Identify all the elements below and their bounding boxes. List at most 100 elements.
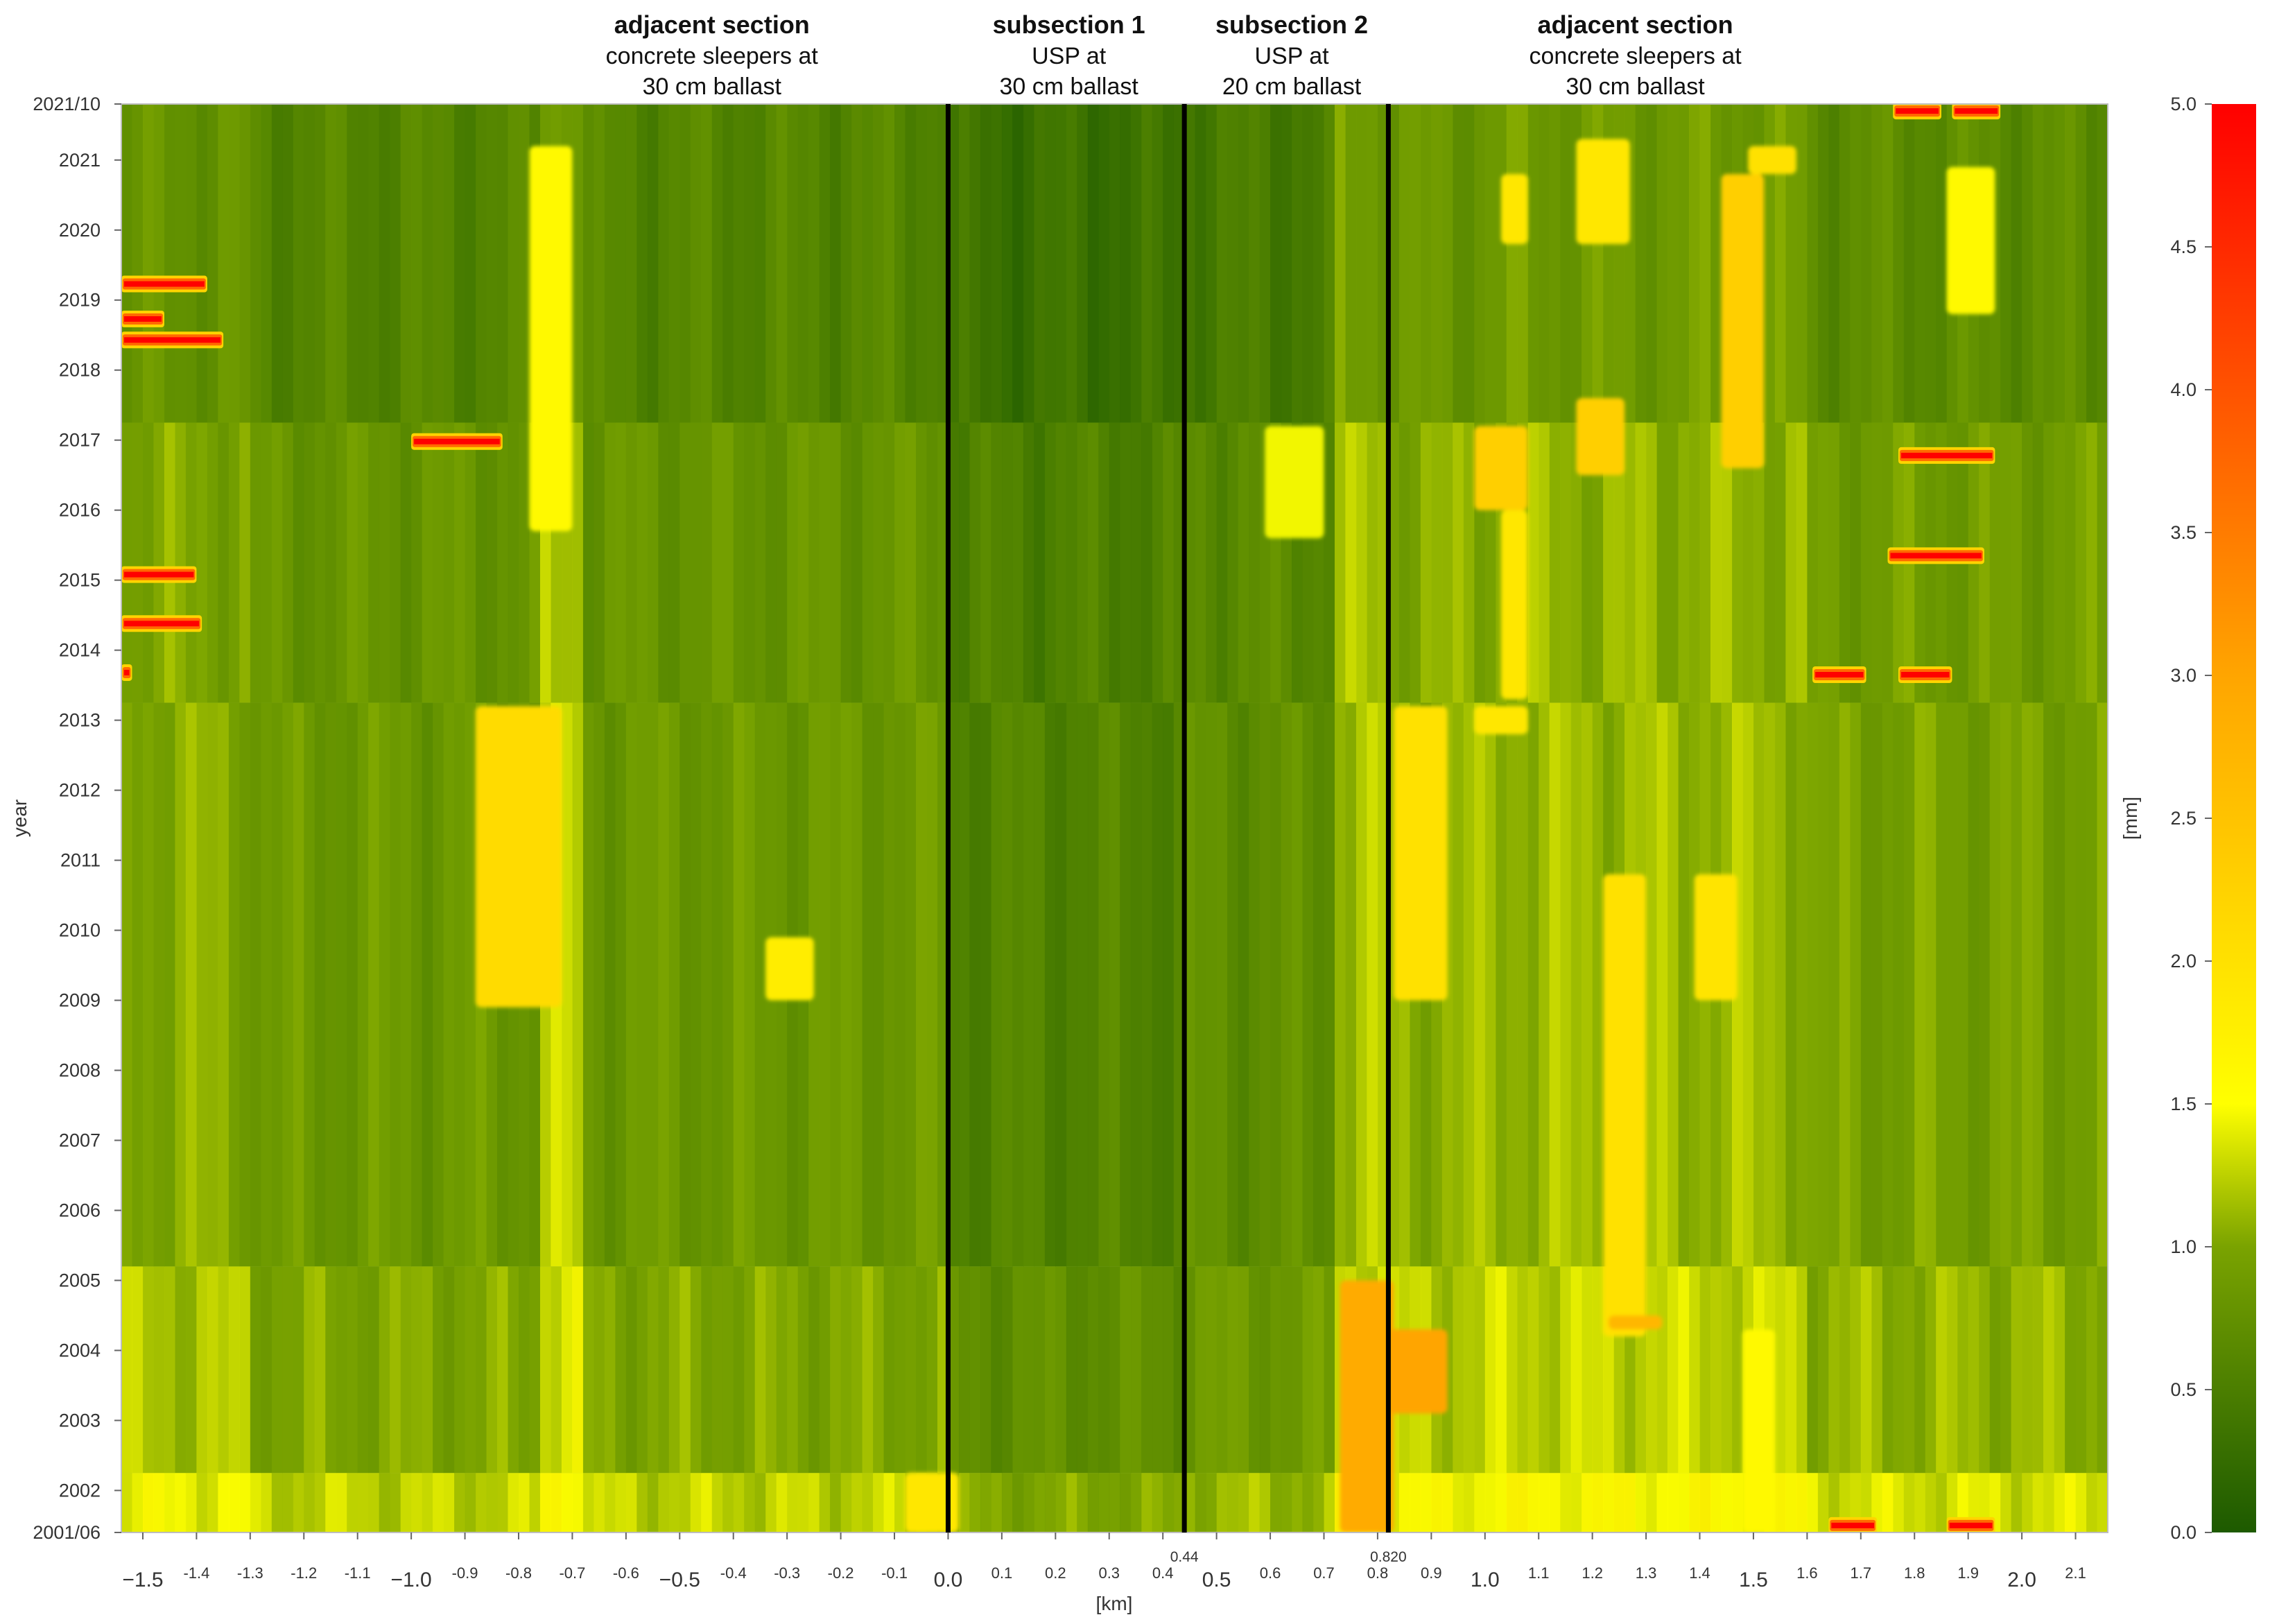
heat-column-strip xyxy=(561,1473,573,1532)
heat-column-strip xyxy=(282,1473,294,1532)
colorbar-tick-label: 1.0 xyxy=(2170,1236,2197,1257)
heatmap-column-strips xyxy=(121,104,2108,1532)
heat-column-strip xyxy=(390,104,401,423)
y-axis-label: year xyxy=(9,800,31,837)
y-tick-label: 2019 xyxy=(59,290,101,311)
heat-column-strip xyxy=(1206,422,1218,703)
heat-column-strip xyxy=(1206,1473,1218,1532)
heat-column-strip xyxy=(851,422,863,703)
heat-column-strip xyxy=(519,1473,530,1532)
heat-column-strip xyxy=(765,104,777,423)
heat-column-strip xyxy=(1001,702,1013,1267)
heat-column-strip xyxy=(1098,1473,1110,1532)
heat-column-strip xyxy=(400,1266,412,1474)
heat-column-strip xyxy=(433,422,444,703)
x-tick-label: 2.0 xyxy=(2007,1569,2036,1591)
heat-column-strip xyxy=(1238,702,1249,1267)
section-subtitle-line: 20 cm ballast xyxy=(1222,74,1362,100)
heat-patch xyxy=(1501,510,1528,700)
heat-column-strip xyxy=(476,422,487,703)
heat-column-strip xyxy=(711,422,723,703)
x-tick-label: 1.1 xyxy=(1528,1564,1550,1582)
heat-column-strip xyxy=(228,702,240,1267)
spike-core xyxy=(124,669,130,675)
heat-column-strip xyxy=(175,422,187,703)
heat-column-strip xyxy=(1302,1266,1314,1474)
heat-column-strip xyxy=(411,702,423,1267)
heat-column-strip xyxy=(1453,702,1464,1267)
heat-column-strip xyxy=(1281,1473,1292,1532)
heat-column-strip xyxy=(722,1473,734,1532)
heat-column-strip xyxy=(175,702,187,1267)
heat-column-strip xyxy=(2032,1266,2044,1474)
y-tick-label: 2021 xyxy=(59,150,101,171)
heat-column-strip xyxy=(1656,422,1668,703)
heat-column-strip xyxy=(293,422,304,703)
heat-column-strip xyxy=(132,104,144,423)
heat-column-strip xyxy=(1334,702,1346,1267)
heat-column-strip xyxy=(1087,104,1099,423)
heat-patch xyxy=(1501,173,1528,244)
heat-column-strip xyxy=(1012,1473,1024,1532)
heat-column-strip xyxy=(969,104,981,423)
x-tick-label: -0.6 xyxy=(613,1564,639,1582)
heat-column-strip xyxy=(1055,702,1067,1267)
heat-column-strip xyxy=(282,1266,294,1474)
heat-column-strip xyxy=(883,1266,895,1474)
heat-column-strip xyxy=(561,1266,573,1474)
x-tick-label: -0.2 xyxy=(828,1564,854,1582)
section-subtitle-line: concrete sleepers at xyxy=(1530,43,1742,69)
plot-frame xyxy=(121,103,2108,1533)
heat-column-strip xyxy=(722,422,734,703)
heat-column-strip xyxy=(1582,1473,1593,1532)
heat-column-strip xyxy=(1496,104,1507,423)
heat-column-strip xyxy=(2000,104,2012,423)
x-tick-label: -0.9 xyxy=(452,1564,478,1582)
heat-column-strip xyxy=(1398,104,1410,423)
heat-column-strip xyxy=(1796,104,1808,423)
heat-column-strip xyxy=(1817,422,1829,703)
heat-column-strip xyxy=(2075,1266,2087,1474)
x-tick-label: 0.6 xyxy=(1260,1564,1281,1582)
heat-column-strip xyxy=(1044,422,1056,703)
heat-column-strip xyxy=(851,702,863,1267)
section-subtitle-line: USP at xyxy=(1254,43,1329,69)
heat-column-strip xyxy=(1979,1266,1991,1474)
heat-column-strip xyxy=(1656,1473,1668,1532)
heat-column-strip xyxy=(851,1266,863,1474)
heat-column-strip xyxy=(1324,422,1335,703)
heat-column-strip xyxy=(1527,1266,1539,1474)
heat-column-strip xyxy=(980,1266,992,1474)
heat-column-strip xyxy=(2065,422,2077,703)
heat-column-strip xyxy=(508,1266,519,1474)
heat-column-strip xyxy=(164,702,176,1267)
heat-column-strip xyxy=(508,1473,519,1532)
heat-column-strip xyxy=(497,422,509,703)
heat-column-strip xyxy=(873,1266,885,1474)
heat-column-strip xyxy=(1560,422,1572,703)
heat-column-strip xyxy=(722,1266,734,1474)
heat-column-strip xyxy=(1613,1473,1625,1532)
heat-column-strip xyxy=(304,104,315,423)
heat-column-strip xyxy=(572,1266,584,1474)
heat-column-strip xyxy=(1441,104,1453,423)
heat-column-strip xyxy=(379,702,390,1267)
heat-column-strip xyxy=(690,422,702,703)
heat-column-strip xyxy=(443,422,455,703)
heat-column-strip xyxy=(905,104,917,423)
heat-column-strip xyxy=(336,104,347,423)
heat-column-strip xyxy=(2000,702,2012,1267)
heat-column-strip xyxy=(744,702,756,1267)
x-tick-label: 1.8 xyxy=(1904,1564,1925,1582)
heat-column-strip xyxy=(411,1266,423,1474)
heat-column-strip xyxy=(368,422,380,703)
heat-column-strip xyxy=(1871,1266,1883,1474)
heat-column-strip xyxy=(1678,1473,1690,1532)
heat-column-strip xyxy=(1560,1266,1572,1474)
heat-column-strip xyxy=(121,1473,133,1532)
x-tick-label: 0.8 xyxy=(1367,1564,1389,1582)
heat-column-strip xyxy=(433,1473,444,1532)
heat-column-strip xyxy=(958,422,971,703)
heat-column-strip xyxy=(1839,702,1851,1267)
heat-column-strip xyxy=(754,702,766,1267)
